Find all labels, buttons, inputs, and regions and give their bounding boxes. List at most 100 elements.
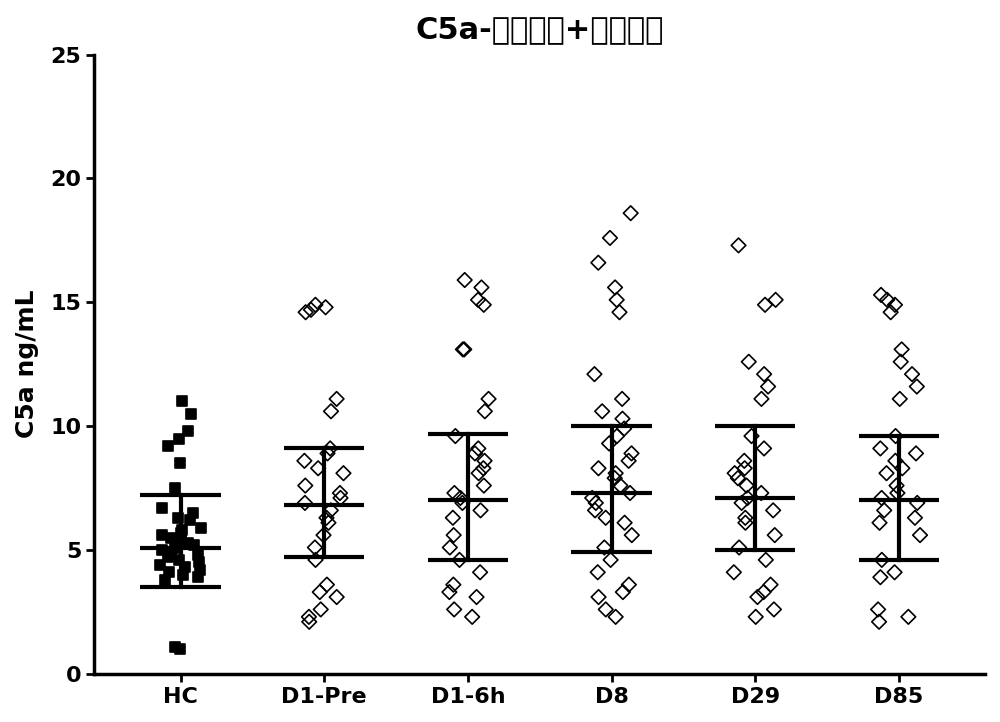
- Point: [296, 455, 312, 466]
- Point: [452, 492, 468, 504]
- Point: [607, 282, 623, 293]
- Point: [894, 463, 910, 474]
- Point: [892, 393, 908, 405]
- Point: [172, 458, 188, 469]
- Point: [590, 567, 606, 578]
- Point: [598, 604, 614, 615]
- Point: [753, 487, 769, 499]
- Point: [756, 443, 772, 454]
- Point: [888, 430, 904, 442]
- Point: [904, 368, 920, 380]
- Point: [160, 440, 176, 452]
- Point: [322, 443, 338, 454]
- Point: [333, 492, 349, 504]
- Point: [191, 557, 207, 568]
- Point: [909, 380, 925, 392]
- Point: [609, 430, 625, 442]
- Point: [889, 487, 905, 499]
- Point: [471, 467, 487, 479]
- Point: [879, 294, 895, 305]
- Point: [174, 396, 190, 407]
- Point: [766, 604, 782, 615]
- Point: [456, 344, 472, 355]
- Point: [622, 487, 638, 499]
- Point: [889, 480, 905, 492]
- Point: [297, 480, 313, 492]
- Point: [455, 344, 471, 355]
- Point: [454, 497, 470, 509]
- Point: [734, 497, 750, 509]
- Point: [894, 344, 910, 355]
- Point: [623, 207, 639, 219]
- Point: [174, 524, 190, 536]
- Point: [171, 432, 187, 444]
- Point: [608, 467, 624, 479]
- Point: [887, 567, 903, 578]
- Point: [320, 448, 336, 459]
- Title: C5a-无泼尼松+阵伐可洋: C5a-无泼尼松+阵伐可洋: [416, 15, 664, 44]
- Point: [193, 522, 209, 534]
- Point: [726, 567, 742, 578]
- Point: [603, 554, 619, 565]
- Point: [912, 529, 928, 541]
- Point: [451, 554, 467, 565]
- Point: [154, 544, 170, 556]
- Point: [190, 571, 206, 583]
- Point: [883, 306, 899, 318]
- Point: [873, 289, 889, 300]
- Point: [320, 517, 336, 529]
- Point: [872, 571, 888, 583]
- Point: [475, 463, 491, 474]
- Point: [464, 611, 480, 622]
- Point: [615, 586, 631, 598]
- Point: [157, 574, 173, 586]
- Point: [624, 448, 640, 459]
- Point: [301, 616, 317, 627]
- Point: [871, 616, 887, 627]
- Point: [621, 579, 637, 591]
- Point: [319, 579, 335, 591]
- Point: [335, 467, 351, 479]
- Point: [152, 559, 168, 570]
- Point: [737, 512, 753, 523]
- Point: [323, 505, 339, 516]
- Point: [446, 604, 462, 615]
- Point: [768, 294, 784, 305]
- Point: [590, 257, 606, 269]
- Point: [173, 527, 189, 539]
- Point: [760, 380, 776, 392]
- Point: [308, 554, 324, 565]
- Point: [908, 448, 924, 459]
- Point: [737, 517, 753, 529]
- Point: [481, 393, 497, 405]
- Point: [186, 539, 202, 551]
- Point: [727, 467, 743, 479]
- Point: [180, 536, 196, 548]
- Point: [617, 517, 633, 529]
- Point: [472, 567, 488, 578]
- Point: [445, 579, 461, 591]
- Point: [730, 472, 746, 484]
- Point: [171, 554, 187, 565]
- Point: [473, 505, 489, 516]
- Point: [183, 408, 199, 419]
- Point: [608, 611, 624, 622]
- Point: [756, 368, 772, 380]
- Point: [887, 299, 903, 310]
- Point: [731, 542, 747, 553]
- Point: [596, 542, 612, 553]
- Point: [611, 306, 627, 318]
- Point: [303, 304, 319, 316]
- Point: [329, 591, 345, 603]
- Point: [594, 406, 610, 417]
- Point: [470, 294, 486, 305]
- Point: [587, 505, 603, 516]
- Point: [307, 542, 323, 553]
- Point: [741, 356, 757, 367]
- Point: [758, 554, 774, 565]
- Point: [173, 534, 189, 546]
- Point: [739, 480, 755, 492]
- Point: [900, 611, 916, 622]
- Point: [612, 480, 628, 492]
- Point: [161, 567, 177, 578]
